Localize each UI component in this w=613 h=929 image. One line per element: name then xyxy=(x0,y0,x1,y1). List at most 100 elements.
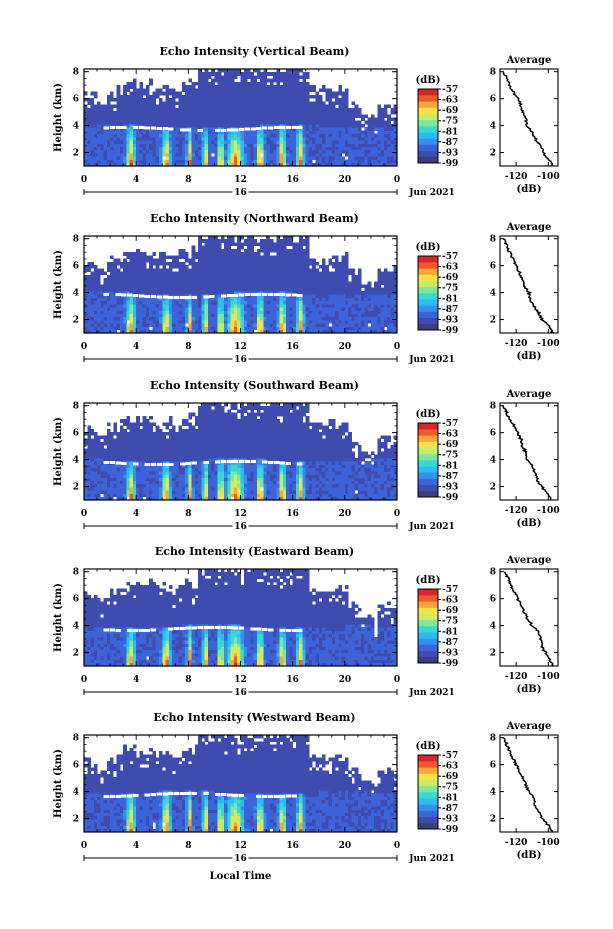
heatmap-cell xyxy=(302,252,307,256)
heatmap-cell xyxy=(224,300,228,305)
heatmap-cell xyxy=(188,323,192,327)
heatmap-cell xyxy=(172,120,176,125)
heatmap-cell xyxy=(253,149,258,154)
heatmap-cell xyxy=(145,120,150,125)
heatmap-cell xyxy=(279,91,284,96)
heatmap-cell xyxy=(178,98,183,102)
heatmap-cell xyxy=(233,310,238,314)
heatmap-cell xyxy=(132,281,137,285)
heatmap-cell xyxy=(390,140,395,144)
heatmap-cell xyxy=(162,136,166,141)
heatmap-cell xyxy=(129,156,134,160)
heatmap-cell xyxy=(113,313,117,318)
heatmap-cell xyxy=(172,329,176,334)
heatmap-cell xyxy=(90,261,95,266)
colorbar-unit: (dB) xyxy=(416,242,441,253)
heatmap-cell xyxy=(97,146,101,151)
heatmap-cell xyxy=(282,303,287,308)
heatmap-cell xyxy=(113,98,117,102)
heatmap-cell xyxy=(237,307,241,311)
heatmap-cell xyxy=(273,159,277,164)
heatmap-cell xyxy=(260,85,264,89)
heatmap-cell xyxy=(354,329,359,334)
heatmap-cell xyxy=(103,162,108,167)
heatmap-cell xyxy=(103,143,108,147)
heatmap-cell xyxy=(178,120,183,125)
heatmap-cell xyxy=(142,313,147,318)
heatmap-cell xyxy=(142,252,147,256)
heatmap-cell xyxy=(214,85,219,89)
heatmap-cell xyxy=(162,149,166,154)
heatmap-cell xyxy=(383,290,388,295)
heatmap-cell xyxy=(312,281,316,285)
heatmap-cell xyxy=(292,78,297,83)
heatmap-cell xyxy=(194,278,199,282)
heatmap-cell xyxy=(93,278,98,282)
heatmap-cell xyxy=(136,162,140,167)
heatmap-cell xyxy=(168,130,173,135)
heatmap-cell xyxy=(90,98,95,102)
heatmap-cell xyxy=(233,130,238,135)
heatmap-cell xyxy=(204,130,209,135)
heatmap-cell xyxy=(305,114,310,118)
heatmap-cell xyxy=(142,91,147,96)
heatmap-cell xyxy=(383,114,388,118)
heatmap-cell xyxy=(233,85,238,89)
heatmap-cell xyxy=(217,156,222,160)
heatmap-cell xyxy=(136,123,140,128)
heatmap-cell xyxy=(295,94,300,99)
gap-mark xyxy=(285,293,291,297)
heatmap-cell xyxy=(165,101,170,105)
heatmap-cell xyxy=(123,162,127,167)
heatmap-cell xyxy=(364,323,369,327)
heatmap-cell xyxy=(132,123,137,128)
heatmap-cell xyxy=(97,297,101,302)
heatmap-cell xyxy=(256,326,261,331)
heatmap-cell xyxy=(383,329,388,334)
heatmap-cell xyxy=(204,85,209,89)
heatmap-cell xyxy=(315,143,320,147)
heatmap-cell xyxy=(351,294,356,298)
heatmap-cell xyxy=(113,159,117,164)
heatmap-cell xyxy=(276,72,281,76)
heatmap-cell xyxy=(172,153,176,157)
heatmap-cell xyxy=(289,271,294,276)
heatmap-cell xyxy=(230,278,235,282)
heatmap-cell xyxy=(188,290,192,295)
heatmap-cell xyxy=(325,320,329,324)
heatmap-cell xyxy=(126,290,131,295)
heatmap-cell xyxy=(132,255,137,260)
heatmap-cell xyxy=(194,143,199,147)
heatmap-cell xyxy=(335,284,339,289)
heatmap-cell xyxy=(276,313,281,318)
heatmap-cell xyxy=(220,323,225,327)
heatmap-cell xyxy=(188,101,192,105)
heatmap-cell xyxy=(178,101,183,105)
heatmap-cell xyxy=(289,320,294,324)
heatmap-cell xyxy=(233,91,238,96)
heatmap-cell xyxy=(129,278,134,282)
heatmap-cell xyxy=(87,307,91,311)
heatmap-cell xyxy=(390,329,395,334)
heatmap-cell xyxy=(201,75,206,80)
heatmap-cell xyxy=(361,162,365,167)
heatmap-cell xyxy=(217,111,222,115)
heatmap-cell xyxy=(155,274,160,279)
heatmap-cell xyxy=(224,98,228,102)
heatmap-cell xyxy=(302,281,307,285)
heatmap-cell xyxy=(220,140,225,144)
heatmap-cell xyxy=(191,133,196,138)
heatmap-cell xyxy=(243,316,248,321)
heatmap-cell xyxy=(240,316,245,321)
heatmap-cell xyxy=(338,162,342,167)
heatmap-cell xyxy=(328,294,333,298)
heatmap-cell xyxy=(243,284,248,289)
heatmap-cell xyxy=(145,104,150,109)
heatmap-cell xyxy=(191,156,196,160)
x-tick-label: 12 xyxy=(234,175,247,185)
heatmap-cell xyxy=(243,274,248,279)
heatmap-cell xyxy=(315,127,320,131)
heatmap-cell xyxy=(240,252,245,256)
heatmap-cell xyxy=(250,307,254,311)
heatmap-cell xyxy=(204,281,209,285)
